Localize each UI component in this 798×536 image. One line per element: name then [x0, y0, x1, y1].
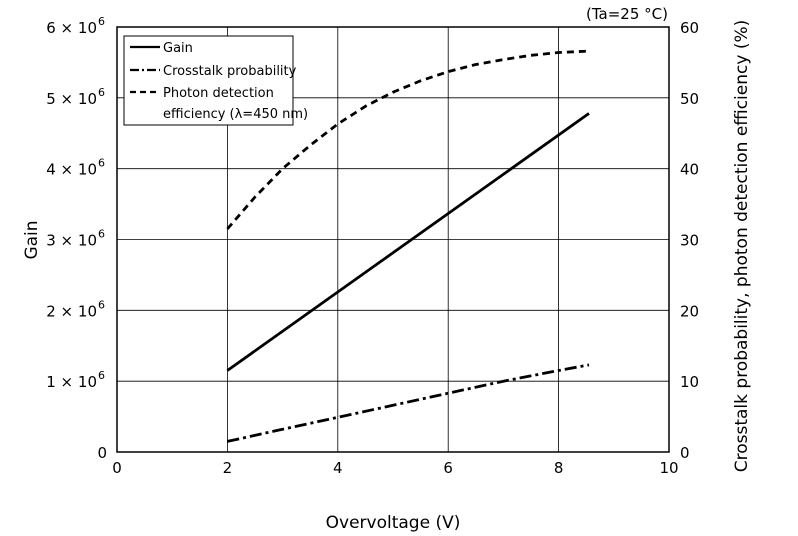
y-tick-label: 1 × 10 — [46, 373, 97, 391]
x-tick-label: 6 — [443, 459, 453, 477]
y-tick-label: 2 × 10 — [46, 302, 97, 320]
x-tick-label: 2 — [223, 459, 233, 477]
y-tick-exponent: 6 — [98, 298, 105, 311]
legend-label-pde: Photon detection — [163, 86, 274, 101]
y2-tick-label: 20 — [680, 302, 699, 320]
y-tick-label: 6 × 10 — [46, 19, 97, 37]
y-tick-exponent: 6 — [98, 228, 105, 241]
x-axis-ticks: 0 2 4 6 8 10 — [112, 459, 678, 477]
y-tick-exponent: 6 — [98, 157, 105, 170]
x-tick-label: 10 — [659, 459, 678, 477]
series-lines — [226, 49, 590, 443]
y2-axis-label: Crosstalk probability, photon detection … — [732, 20, 752, 473]
series-line-crosstalk — [227, 363, 590, 443]
y-tick-label: 0 — [97, 444, 107, 462]
legend-label-crosstalk: Crosstalk probability — [163, 64, 297, 79]
y-tick-exponent: 6 — [98, 86, 105, 99]
y2-tick-label: 40 — [680, 161, 699, 179]
y-tick-exponent: 6 — [98, 369, 105, 382]
y-tick-label: 4 × 10 — [46, 161, 97, 179]
y2-tick-label: 30 — [680, 232, 699, 250]
series-line-pde — [226, 49, 590, 230]
y-tick-exponent: 6 — [98, 15, 105, 28]
legend-box — [123, 35, 294, 126]
y2-tick-label: 50 — [680, 90, 699, 108]
legend: Gain Crosstalk probability Photon detect… — [123, 35, 308, 126]
grid — [117, 27, 669, 452]
y-axis-ticks: 01 × 10 62 × 10 63 × 10 64 × 10 65 × 10 66 × … — [46, 15, 107, 462]
y2-axis-ticks: 0 10 20 30 40 50 60 — [680, 19, 699, 462]
condition-annotation: (Ta=25 °C) — [586, 5, 668, 23]
y2-tick-label: 0 — [680, 444, 690, 462]
x-tick-label: 8 — [554, 459, 564, 477]
y2-tick-label: 10 — [680, 373, 699, 391]
plot-frame — [116, 26, 670, 453]
x-tick-label: 0 — [112, 459, 122, 477]
series-line-gain — [226, 112, 590, 372]
x-tick-label: 4 — [333, 459, 343, 477]
x-axis-label: Overvoltage (V) — [326, 513, 461, 533]
y-tick-label: 3 × 10 — [46, 232, 97, 250]
legend-label-gain: Gain — [163, 41, 193, 56]
y-axis-label: Gain — [22, 220, 42, 259]
y-tick-label: 5 × 10 — [46, 90, 97, 108]
legend-label-pde-line2: efficiency (λ=450 nm) — [163, 107, 308, 122]
y2-tick-label: 60 — [680, 19, 699, 37]
